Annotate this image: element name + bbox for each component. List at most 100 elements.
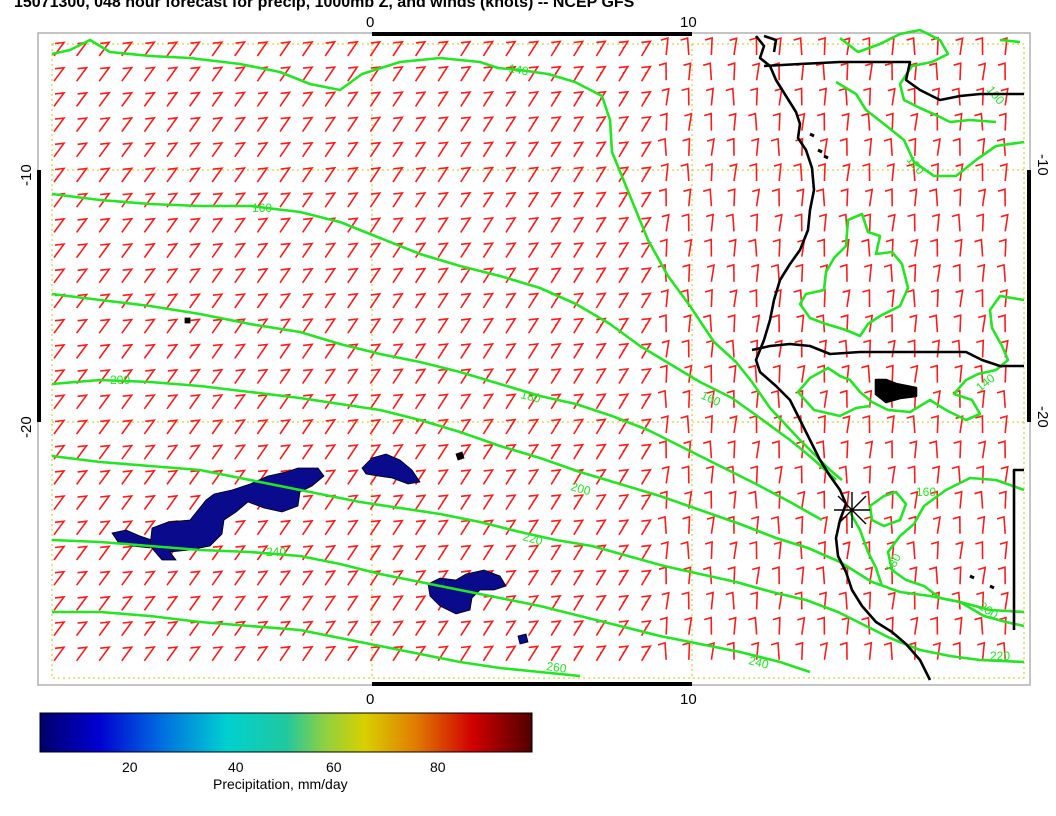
x-tick-top-10: 10 [680, 14, 697, 31]
wind-barb [797, 364, 806, 383]
wind-barb [930, 36, 939, 56]
wind-barb [682, 641, 691, 660]
wind-barb [279, 217, 292, 233]
wind-barb [977, 515, 986, 534]
wind-barb [864, 137, 873, 156]
wind-barb [460, 544, 472, 561]
wind-barb [527, 494, 540, 511]
wind-barb [301, 620, 314, 637]
wind-barb [682, 389, 691, 408]
colorbar [39, 712, 533, 753]
wind-barb [234, 217, 247, 233]
wind-barb [166, 343, 179, 359]
wind-barb [908, 263, 917, 282]
wind-barb [595, 519, 607, 536]
wind-barb [279, 141, 292, 158]
wind-barb [931, 465, 941, 484]
wind-barb [974, 490, 984, 509]
wind-barb [751, 137, 760, 156]
wind-barb [482, 645, 495, 662]
contour-100 [839, 28, 1021, 124]
wind-barb [910, 238, 919, 257]
wind-barb [369, 242, 382, 259]
wind-barb [998, 490, 1007, 509]
wind-barb [347, 343, 359, 359]
wind-barb [211, 646, 224, 662]
wind-barb [369, 544, 382, 561]
wind-barb [886, 415, 895, 434]
wind-barb [573, 40, 585, 57]
wind-barb [680, 163, 690, 182]
wind-barb [482, 141, 495, 158]
wind-barb [953, 62, 962, 81]
wind-barb [930, 414, 939, 434]
wind-barb [301, 91, 314, 107]
wind-barb [527, 242, 540, 259]
wind-barb [143, 620, 157, 637]
wind-barb [640, 569, 652, 586]
wind-barb [505, 292, 517, 309]
wind-barb [977, 188, 987, 207]
wind-barb [595, 594, 607, 611]
wind-barb [618, 292, 630, 309]
wind-barb [98, 268, 111, 284]
wind-barb [815, 440, 826, 459]
wind-barb [618, 519, 630, 536]
wind-barb [751, 314, 761, 333]
wind-barb [816, 490, 826, 509]
wind-barb [211, 66, 224, 82]
wind-barb [796, 62, 805, 81]
wind-barb [864, 62, 874, 81]
wind-barb [954, 490, 963, 509]
wind-barb [659, 364, 668, 383]
wind-barb [864, 641, 873, 660]
wind-barb [188, 444, 202, 460]
wind-barb [998, 616, 1007, 635]
wind-barb [595, 342, 607, 359]
wind-barb [256, 41, 269, 57]
wind-barb [460, 141, 472, 158]
wind-barb [324, 116, 337, 133]
wind-barb [658, 566, 667, 585]
precip-area [361, 453, 421, 485]
wind-barb [482, 317, 495, 334]
wind-barb [279, 595, 292, 611]
wind-barb [279, 343, 292, 359]
wind-barb [437, 242, 449, 259]
wind-barb [188, 343, 202, 359]
wind-barb [681, 213, 690, 232]
wind-barb [211, 268, 224, 284]
wind-barb [864, 314, 874, 333]
wind-barb [816, 238, 826, 257]
wind-barb [909, 566, 918, 585]
contour-label: 140 [507, 61, 529, 78]
wind-barb [550, 594, 562, 611]
wind-barb [928, 314, 939, 333]
wind-barb [908, 137, 917, 156]
border [1012, 468, 1024, 630]
wind-barb [414, 393, 427, 410]
wind-barb [482, 393, 495, 410]
wind-barb [437, 191, 449, 208]
wind-barb [324, 620, 337, 637]
wind-barb [618, 90, 630, 107]
wind-barb [256, 116, 269, 133]
wind-barb [211, 217, 224, 233]
wind-barb [188, 217, 202, 233]
contour-label: 160 [916, 485, 936, 499]
wind-barb [864, 440, 874, 459]
wind-barb [324, 40, 337, 57]
wind-barb [460, 166, 472, 183]
wind-barb [256, 217, 269, 233]
wind-barb [324, 469, 337, 485]
wind-barb [527, 40, 540, 57]
wind-barb [392, 91, 404, 107]
wind-barb [774, 213, 783, 232]
wind-barb [505, 368, 517, 385]
wind-barb [996, 263, 1006, 282]
wind-barb [883, 263, 893, 282]
wind-barb [795, 641, 804, 660]
wind-barb [482, 242, 495, 259]
wind-barb [279, 444, 292, 460]
wind-barb [748, 112, 758, 131]
